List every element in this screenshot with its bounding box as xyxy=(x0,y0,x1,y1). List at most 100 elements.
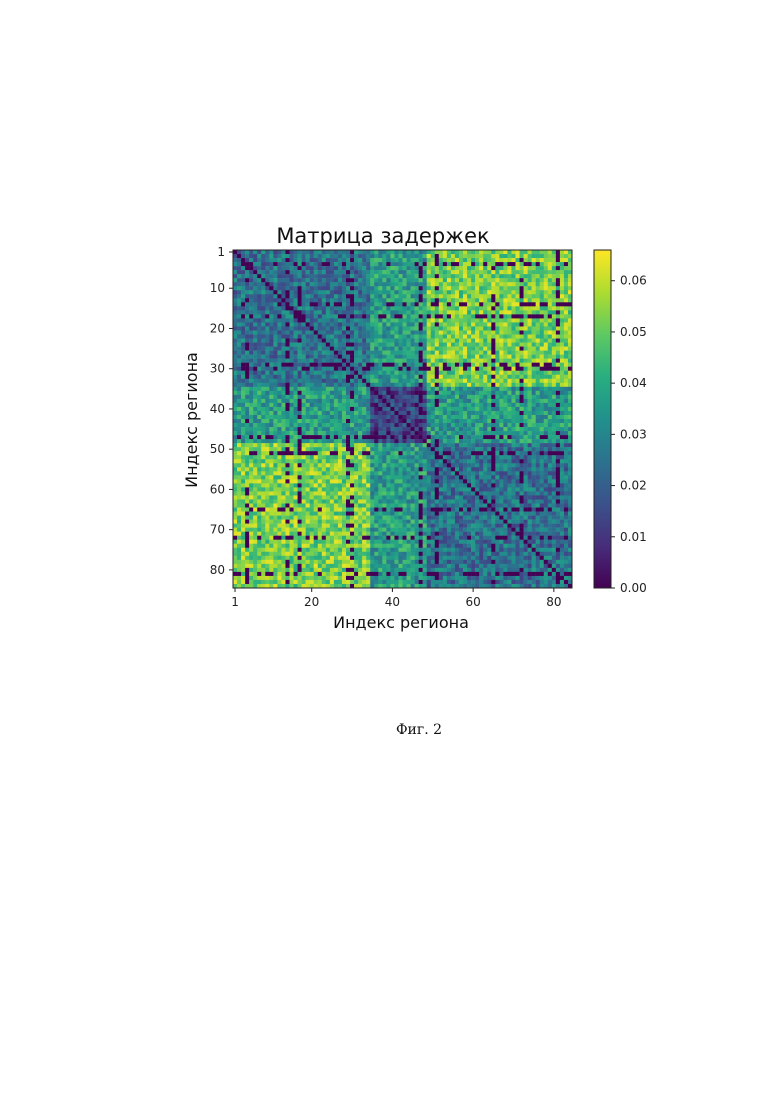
heatmap-cell xyxy=(322,270,326,274)
heatmap-cell xyxy=(362,451,366,455)
heatmap-cell xyxy=(257,443,261,447)
heatmap-cell xyxy=(411,310,415,314)
heatmap-cell xyxy=(447,447,451,451)
heatmap-cell xyxy=(443,395,447,399)
heatmap-cell xyxy=(532,343,536,347)
heatmap-cell xyxy=(403,439,407,443)
heatmap-cell xyxy=(511,415,515,419)
heatmap-cell xyxy=(516,351,520,355)
heatmap-cell xyxy=(390,322,394,326)
heatmap-cell xyxy=(326,395,330,399)
heatmap-cell xyxy=(261,463,265,467)
heatmap-cell xyxy=(439,483,443,487)
heatmap-cell xyxy=(560,459,564,463)
heatmap-cell xyxy=(560,451,564,455)
heatmap-cell xyxy=(338,455,342,459)
heatmap-cell xyxy=(378,310,382,314)
heatmap-cell xyxy=(265,447,269,451)
heatmap-cell xyxy=(354,363,358,367)
heatmap-cell xyxy=(411,347,415,351)
heatmap-cell xyxy=(467,415,471,419)
heatmap-cell xyxy=(310,419,314,423)
heatmap-cell xyxy=(253,455,257,459)
heatmap-cell xyxy=(427,282,431,286)
heatmap-cell xyxy=(467,290,471,294)
heatmap-cell xyxy=(552,326,556,330)
heatmap-cell xyxy=(241,306,245,310)
heatmap-cell xyxy=(310,411,314,415)
heatmap-cell xyxy=(471,415,475,419)
heatmap-cell xyxy=(560,298,564,302)
heatmap-cell xyxy=(540,431,544,435)
heatmap-cell xyxy=(507,351,511,355)
heatmap-cell xyxy=(233,455,237,459)
heatmap-cell xyxy=(483,383,487,387)
heatmap-cell xyxy=(378,318,382,322)
heatmap-cell xyxy=(560,443,564,447)
heatmap-cell xyxy=(528,467,532,471)
heatmap-cell xyxy=(423,298,427,302)
heatmap-cell xyxy=(471,471,475,475)
heatmap-cell xyxy=(556,335,560,339)
heatmap-cell xyxy=(265,367,269,371)
heatmap-cell xyxy=(358,415,362,419)
heatmap-cell xyxy=(362,371,366,375)
heatmap-cell xyxy=(524,355,528,359)
heatmap-cell xyxy=(520,455,524,459)
heatmap-cell xyxy=(265,399,269,403)
heatmap-cell xyxy=(277,391,281,395)
heatmap-cell xyxy=(358,351,362,355)
heatmap-cell xyxy=(245,351,249,355)
heatmap-cell xyxy=(520,407,524,411)
heatmap-cell xyxy=(285,330,289,334)
heatmap-cell xyxy=(403,355,407,359)
heatmap-cell xyxy=(463,403,467,407)
heatmap-cell xyxy=(459,371,463,375)
heatmap-cell xyxy=(423,322,427,326)
heatmap-cell xyxy=(552,355,556,359)
heatmap-cell xyxy=(318,314,322,318)
heatmap-cell xyxy=(394,274,398,278)
heatmap-cell xyxy=(382,262,386,266)
heatmap-cell xyxy=(237,371,241,375)
heatmap-cell xyxy=(233,395,237,399)
heatmap-cell xyxy=(491,339,495,343)
heatmap-cell xyxy=(528,423,532,427)
heatmap-cell xyxy=(249,407,253,411)
heatmap-cell xyxy=(419,463,423,467)
heatmap-cell xyxy=(528,294,532,298)
heatmap-cell xyxy=(516,387,520,391)
heatmap-cell xyxy=(302,282,306,286)
heatmap-cell xyxy=(415,310,419,314)
heatmap-cell xyxy=(415,423,419,427)
heatmap-cell xyxy=(314,427,318,431)
heatmap-cell xyxy=(499,306,503,310)
heatmap-cell xyxy=(463,459,467,463)
heatmap-cell xyxy=(394,379,398,383)
heatmap-cell xyxy=(253,310,257,314)
heatmap-cell xyxy=(443,451,447,455)
heatmap-cell xyxy=(366,395,370,399)
heatmap-cell xyxy=(487,403,491,407)
heatmap-cell xyxy=(273,399,277,403)
heatmap-cell xyxy=(495,306,499,310)
heatmap-cell xyxy=(427,451,431,455)
heatmap-cell xyxy=(398,298,402,302)
heatmap-cell xyxy=(366,322,370,326)
heatmap-cell xyxy=(294,330,298,334)
heatmap-cell xyxy=(403,367,407,371)
heatmap-cell xyxy=(294,463,298,467)
heatmap-cell xyxy=(423,475,427,479)
heatmap-cell xyxy=(548,294,552,298)
heatmap-cell xyxy=(407,459,411,463)
heatmap-cell xyxy=(294,435,298,439)
heatmap-cell xyxy=(269,326,273,330)
heatmap-cell xyxy=(459,383,463,387)
heatmap-cell xyxy=(350,427,354,431)
heatmap-cell xyxy=(439,479,443,483)
heatmap-cell xyxy=(415,431,419,435)
heatmap-cell xyxy=(382,250,386,254)
heatmap-cell xyxy=(257,318,261,322)
heatmap-cell xyxy=(536,318,540,322)
heatmap-cell xyxy=(536,339,540,343)
